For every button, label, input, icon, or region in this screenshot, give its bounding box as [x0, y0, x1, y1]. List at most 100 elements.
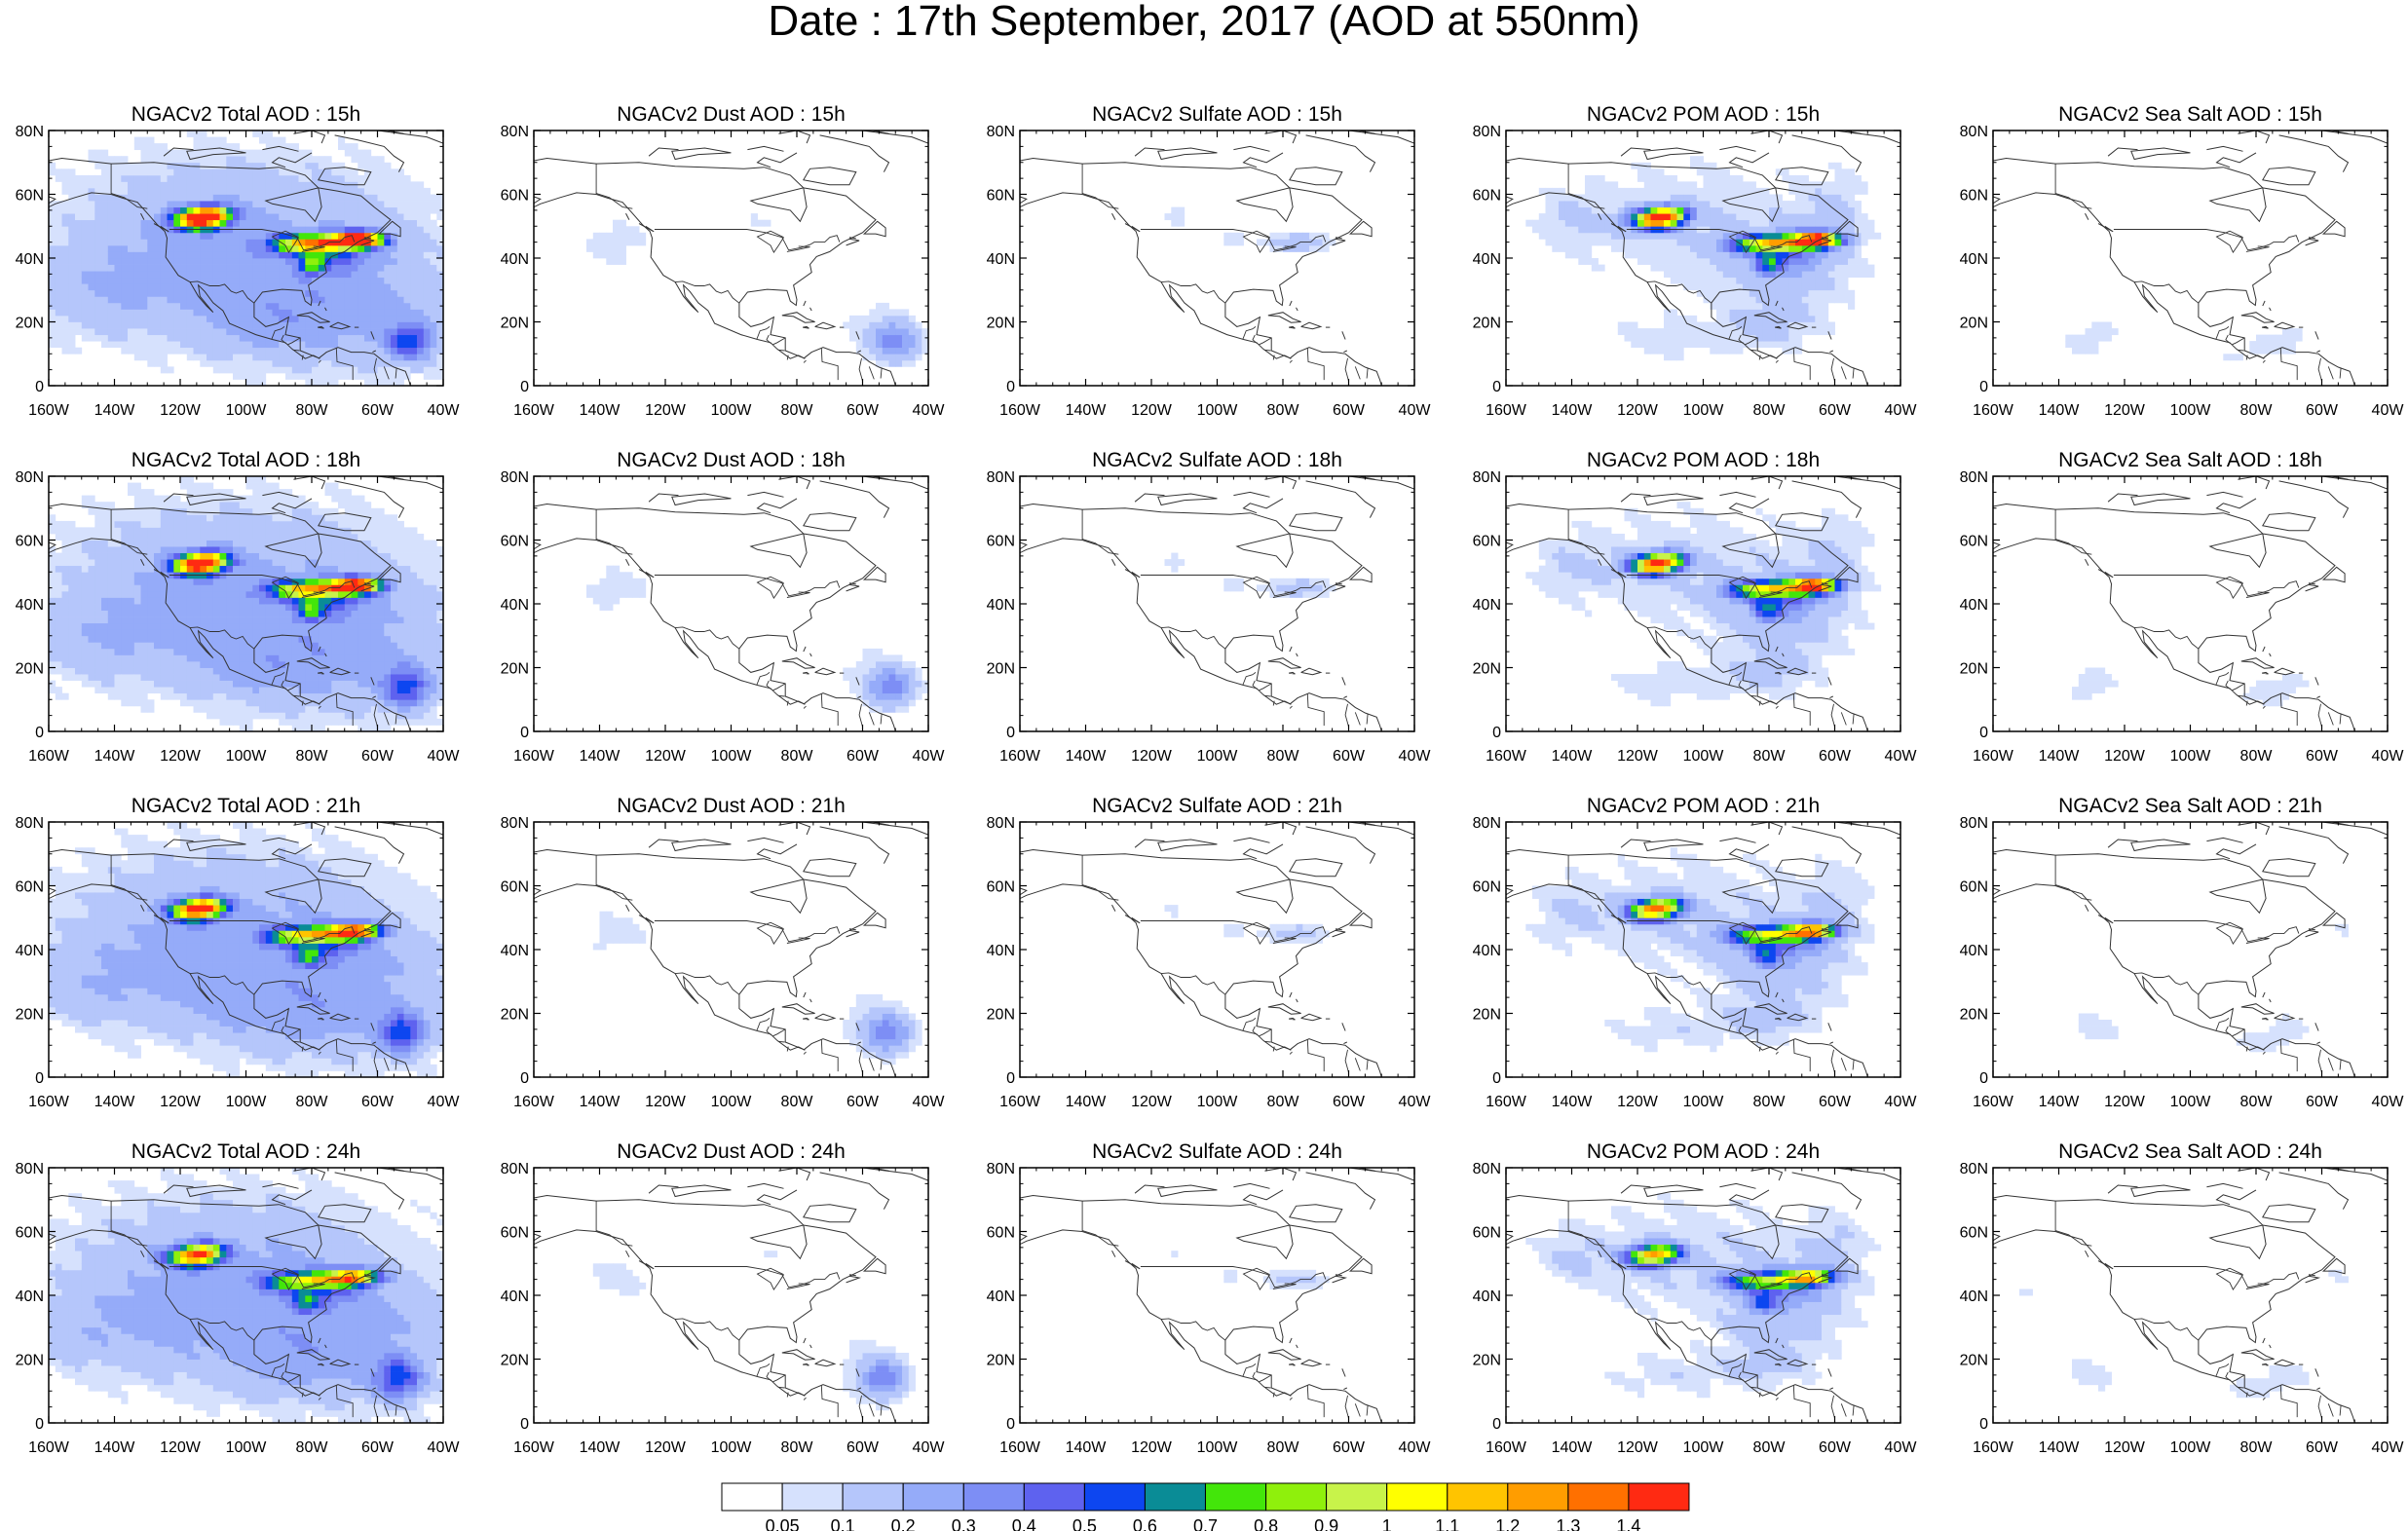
lat-tick-label: 80N	[16, 469, 44, 486]
lat-tick-label: 80N	[1473, 124, 1501, 140]
colorbar-label: 0.05	[766, 1516, 800, 1531]
panel-frame	[1019, 130, 1415, 387]
lon-tick-label: 100W	[711, 1094, 753, 1110]
lon-tick-label: 160W	[28, 402, 70, 419]
lon-tick-label: 120W	[645, 1094, 687, 1110]
panel-title: NGACv2 Total AOD : 15h	[132, 103, 360, 126]
map-panel-pom-1: NGACv2 POM AOD : 18h 80N 60N 40N 20N 0 160W 140…	[1473, 449, 1918, 765]
lon-tick-label: 140W	[1552, 402, 1594, 419]
lon-tick-label: 40W	[1399, 402, 1432, 419]
lon-tick-label: 60W	[2306, 1439, 2339, 1456]
map-panel-total-0: NGACv2 Total AOD : 15h 80N 60N 40N 20N 0 160W 1…	[16, 103, 461, 419]
lon-tick-label: 140W	[1552, 1439, 1594, 1456]
map-panel-total-2: NGACv2 Total AOD : 21h 80N 60N 40N 20N 0 160W 1…	[16, 795, 461, 1110]
lon-tick-label: 80W	[2240, 402, 2274, 419]
map-panel-pom-0: NGACv2 POM AOD : 15h 80N 60N 40N 20N 0 160W 140…	[1473, 103, 1918, 419]
lat-tick-label: 20N	[501, 316, 529, 332]
aod-shading	[2019, 1269, 2349, 1399]
lat-tick-label: 40N	[501, 1288, 529, 1305]
panel-title: NGACv2 Dust AOD : 18h	[617, 449, 846, 471]
panel-title: NGACv2 POM AOD : 21h	[1587, 795, 1820, 817]
colorbar-swatch	[902, 1482, 964, 1512]
coastline-outline	[1020, 1168, 1414, 1423]
lat-tick-label: 80N	[16, 124, 44, 140]
lon-tick-label: 80W	[1753, 1094, 1787, 1110]
lon-tick-label: 80W	[1267, 1094, 1300, 1110]
map-panel-dust-2: NGACv2 Dust AOD : 21h 80N 60N 40N 20N 0 160W 14…	[501, 795, 946, 1110]
lat-tick-label: 40N	[16, 597, 44, 614]
colorbar-swatch	[1567, 1482, 1630, 1512]
lon-tick-label: 160W	[999, 1439, 1041, 1456]
aod-shading	[2072, 667, 2310, 707]
lat-tick-label: 0	[35, 379, 44, 395]
lat-tick-label: 0	[520, 725, 529, 741]
lat-tick-label: 0	[1492, 379, 1501, 395]
lon-tick-label: 120W	[1131, 748, 1173, 765]
lon-tick-label: 80W	[781, 1094, 814, 1110]
lon-tick-label: 120W	[160, 748, 202, 765]
map-panel-total-1: NGACv2 Total AOD : 18h 80N 60N 40N 20N 0 160W 1…	[16, 449, 461, 765]
lon-tick-label: 80W	[2240, 748, 2274, 765]
lat-tick-label: 0	[35, 1070, 44, 1087]
colorbar-swatch	[962, 1482, 1025, 1512]
panel-title: NGACv2 Sulfate AOD : 21h	[1092, 795, 1342, 817]
lon-tick-label: 100W	[2170, 1094, 2212, 1110]
lon-tick-label: 120W	[2104, 748, 2146, 765]
lon-tick-label: 160W	[28, 748, 70, 765]
lon-tick-label: 80W	[2240, 1439, 2274, 1456]
lat-tick-label: 60N	[1960, 1225, 1988, 1242]
coastline-outline	[1506, 476, 1900, 731]
colorbar-swatch	[842, 1482, 904, 1512]
aod-shading	[592, 911, 922, 1065]
lon-tick-label: 120W	[1617, 1094, 1659, 1110]
lat-tick-label: 0	[35, 1416, 44, 1433]
map-panel-pom-3: NGACv2 POM AOD : 24h 80N 60N 40N 20N 0 160W 140…	[1473, 1140, 1918, 1456]
lon-tick-label: 120W	[2104, 402, 2146, 419]
aod-shading	[1525, 847, 1875, 1053]
lon-tick-label: 80W	[296, 1439, 329, 1456]
lat-tick-label: 40N	[1473, 943, 1501, 959]
lat-tick-label: 20N	[1960, 1353, 1988, 1369]
colorbar-label: 0.2	[891, 1516, 916, 1531]
lat-tick-label: 40N	[1960, 597, 1988, 614]
lat-tick-label: 40N	[1473, 597, 1501, 614]
lat-tick-label: 80N	[987, 124, 1015, 140]
lon-tick-label: 40W	[913, 1094, 946, 1110]
lat-tick-label: 80N	[501, 815, 529, 832]
lon-tick-label: 160W	[28, 1094, 70, 1110]
panel-title: NGACv2 Dust AOD : 15h	[617, 103, 846, 126]
lon-tick-label: 140W	[1066, 748, 1108, 765]
panel-title: NGACv2 Total AOD : 18h	[132, 449, 360, 471]
lat-tick-label: 60N	[1960, 188, 1988, 205]
lon-tick-label: 60W	[1333, 1439, 1366, 1456]
lon-tick-label: 80W	[781, 1439, 814, 1456]
lon-tick-label: 140W	[2039, 1439, 2081, 1456]
lon-tick-label: 60W	[1819, 402, 1852, 419]
coastline-outline	[534, 822, 928, 1077]
lon-tick-label: 60W	[1333, 1094, 1366, 1110]
lon-tick-label: 140W	[580, 748, 621, 765]
lat-tick-label: 40N	[1960, 251, 1988, 268]
lon-tick-label: 120W	[645, 402, 687, 419]
lat-tick-label: 20N	[501, 1353, 529, 1369]
colorbar-swatch	[1447, 1482, 1509, 1512]
lon-tick-label: 60W	[2306, 402, 2339, 419]
lon-tick-label: 60W	[361, 748, 395, 765]
lat-tick-label: 60N	[987, 188, 1015, 205]
lat-tick-label: 0	[520, 1070, 529, 1087]
panel-title: NGACv2 Sea Salt AOD : 18h	[2058, 449, 2322, 471]
lat-tick-label: 20N	[501, 661, 529, 678]
lat-tick-label: 80N	[987, 815, 1015, 832]
lat-tick-label: 80N	[1960, 815, 1988, 832]
lat-tick-label: 40N	[987, 1288, 1015, 1305]
lon-tick-label: 40W	[1885, 748, 1918, 765]
panel-title: NGACv2 Dust AOD : 21h	[617, 795, 846, 817]
lon-tick-label: 80W	[1753, 402, 1787, 419]
lat-tick-label: 0	[520, 379, 529, 395]
lon-tick-label: 160W	[1486, 748, 1527, 765]
lat-tick-label: 80N	[1473, 1161, 1501, 1177]
lat-tick-label: 80N	[16, 1161, 44, 1177]
lon-tick-label: 40W	[428, 1439, 461, 1456]
lon-tick-label: 120W	[160, 1439, 202, 1456]
lat-tick-label: 20N	[987, 1007, 1015, 1024]
